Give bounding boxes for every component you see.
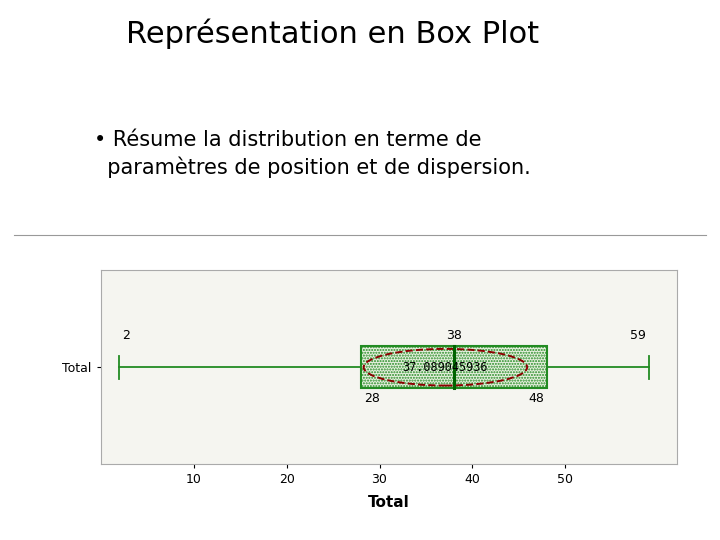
Text: 59: 59	[630, 329, 646, 342]
Text: 2: 2	[122, 329, 130, 342]
Text: 38: 38	[446, 329, 462, 342]
Text: 28: 28	[364, 392, 379, 405]
Text: 48: 48	[528, 392, 544, 405]
Text: • Résume la distribution en terme de
  paramètres de position et de dispersion.: • Résume la distribution en terme de par…	[94, 130, 531, 178]
Bar	[361, 346, 546, 388]
X-axis label: Total: Total	[368, 495, 410, 510]
Text: 37.089045936: 37.089045936	[402, 361, 488, 374]
Text: Représentation en Box Plot: Représentation en Box Plot	[126, 19, 539, 49]
